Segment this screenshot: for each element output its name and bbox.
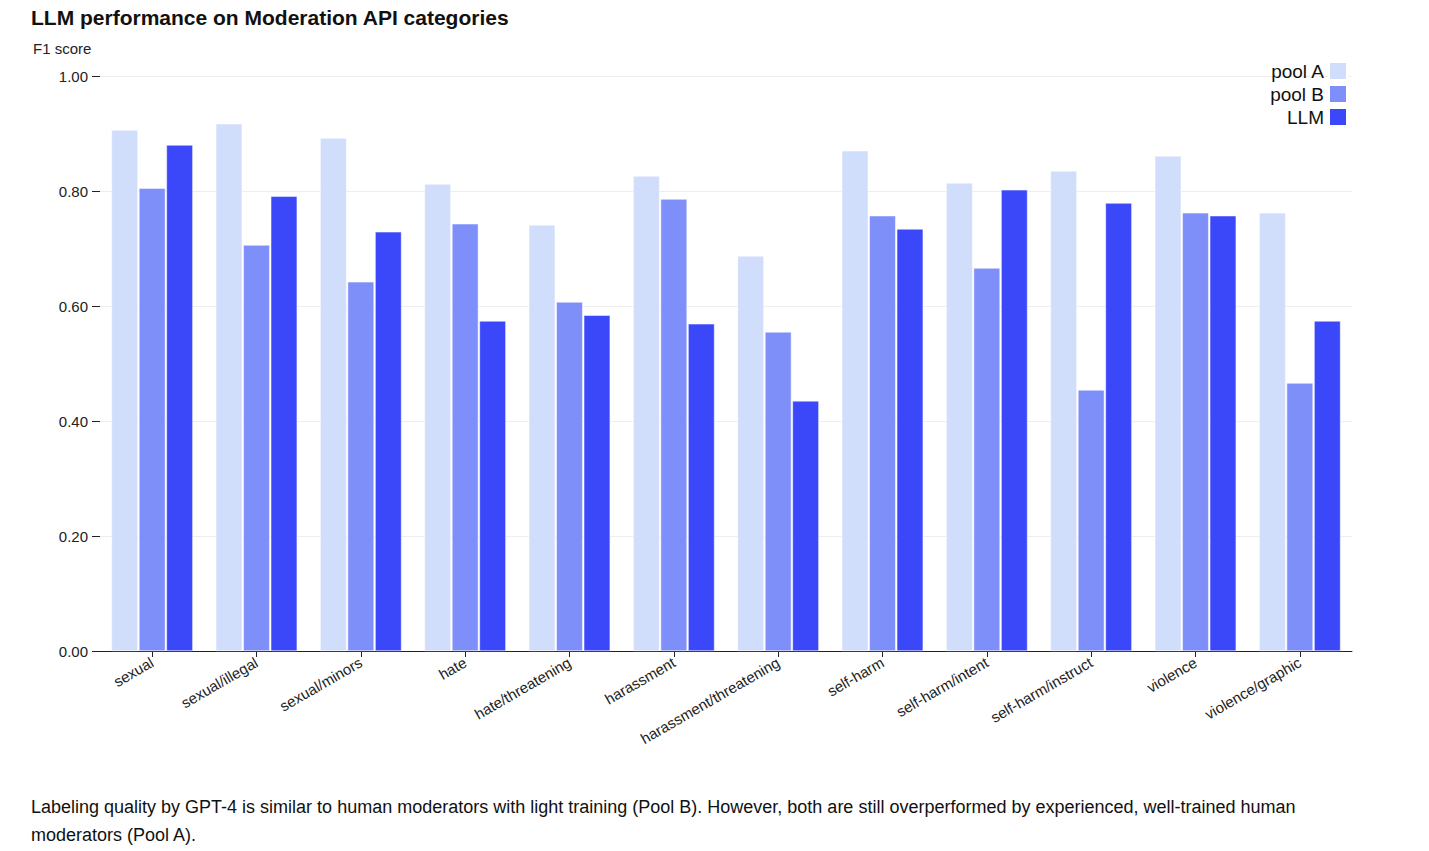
svg-text:LLM: LLM	[1287, 107, 1324, 128]
svg-text:0.40: 0.40	[59, 413, 88, 430]
svg-text:hate/threatening: hate/threatening	[471, 654, 573, 723]
svg-text:self-harm: self-harm	[824, 654, 887, 700]
svg-text:sexual/illegal: sexual/illegal	[178, 654, 261, 712]
svg-text:F1 score: F1 score	[33, 40, 91, 57]
svg-text:sexual/minors: sexual/minors	[277, 654, 366, 715]
svg-text:pool A: pool A	[1271, 61, 1324, 82]
svg-text:sexual: sexual	[110, 654, 156, 690]
svg-text:1.00: 1.00	[59, 68, 88, 85]
svg-text:0.20: 0.20	[59, 528, 88, 545]
svg-text:violence/graphic: violence/graphic	[1202, 653, 1305, 722]
svg-text:pool B: pool B	[1270, 84, 1324, 105]
svg-text:harassment/threatening: harassment/threatening	[638, 654, 783, 747]
svg-text:hate: hate	[436, 654, 470, 683]
svg-text:LLM performance on Moderation: LLM performance on Moderation API catego…	[31, 6, 509, 29]
svg-text:0.00: 0.00	[59, 643, 88, 660]
svg-text:violence: violence	[1144, 654, 1200, 696]
svg-text:Labeling quality by GPT-4 is s: Labeling quality by GPT-4 is similar to …	[31, 797, 1301, 817]
svg-text:harassment: harassment	[602, 653, 679, 707]
svg-text:self-harm/instruct: self-harm/instruct	[987, 653, 1096, 726]
svg-text:0.80: 0.80	[59, 183, 88, 200]
svg-text:moderators (Pool A).: moderators (Pool A).	[31, 825, 196, 845]
svg-text:self-harm/intent: self-harm/intent	[893, 653, 992, 720]
svg-text:0.60: 0.60	[59, 298, 88, 315]
